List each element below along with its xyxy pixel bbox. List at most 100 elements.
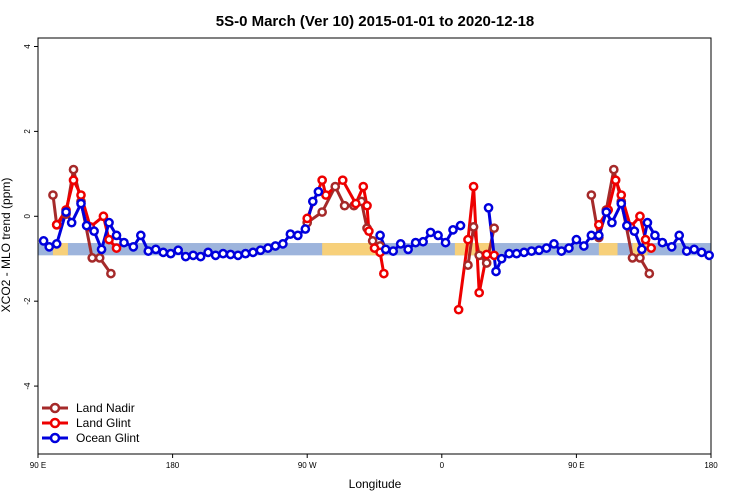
land-glint-point bbox=[616, 190, 627, 200]
legend-marker-ocean-glint bbox=[49, 432, 61, 444]
ocean-glint-point bbox=[66, 217, 77, 228]
ocean-glint-point bbox=[650, 230, 660, 241]
x-tick-label: 90 E bbox=[30, 461, 46, 470]
land-nadir-point bbox=[608, 164, 619, 175]
ocean-glint-point bbox=[496, 253, 507, 264]
ocean-glint-point bbox=[44, 241, 55, 252]
x-tick-label: 180 bbox=[704, 461, 718, 470]
ocean-glint-point bbox=[388, 246, 399, 256]
land-nadir-point bbox=[48, 190, 58, 200]
ocean-glint-point bbox=[96, 244, 107, 255]
ocean-glint-point bbox=[240, 248, 251, 259]
ocean-glint-point bbox=[89, 226, 99, 236]
ocean-glint-point bbox=[607, 217, 617, 228]
land-glint-point bbox=[337, 175, 348, 186]
legend-marker-land-nadir bbox=[49, 402, 61, 414]
ocean-glint-point bbox=[622, 220, 632, 231]
ocean-glint-point bbox=[255, 245, 266, 256]
ocean-glint-point bbox=[173, 245, 184, 256]
land-glint-point bbox=[646, 243, 657, 253]
x-tick-label: 90 E bbox=[568, 461, 584, 470]
ocean-glint-point bbox=[375, 230, 385, 241]
ocean-glint-point bbox=[380, 244, 391, 255]
ocean-glint-point bbox=[666, 241, 677, 252]
land-nadir-point bbox=[463, 260, 473, 270]
land-glint-point bbox=[640, 234, 651, 245]
ocean-glint-point bbox=[135, 230, 146, 241]
land-glint-point bbox=[317, 175, 328, 186]
ocean-glint-point bbox=[483, 202, 494, 213]
y-tick-label: -2 bbox=[23, 297, 32, 305]
ocean-glint-point bbox=[689, 244, 700, 255]
ocean-glint-point bbox=[455, 220, 466, 231]
ocean-glint-point bbox=[104, 217, 114, 228]
land-glint-point bbox=[111, 243, 122, 253]
ocean-glint-point bbox=[111, 230, 122, 241]
land-glint-point bbox=[68, 175, 79, 186]
land-nadir-point bbox=[94, 253, 105, 263]
ocean-glint-point bbox=[586, 230, 597, 241]
ocean-glint-point bbox=[195, 251, 206, 262]
land-band bbox=[322, 243, 379, 256]
ocean-glint-point bbox=[300, 224, 311, 234]
land-glint-point bbox=[104, 234, 114, 245]
ocean-glint-point bbox=[541, 243, 552, 253]
ocean-glint-point bbox=[440, 237, 451, 248]
ocean-glint-point bbox=[433, 230, 443, 241]
land-glint-point bbox=[463, 234, 473, 245]
land-nadir-point bbox=[339, 200, 350, 211]
ocean-glint-point bbox=[601, 207, 612, 217]
legend-label-land-nadir: Land Nadir bbox=[76, 401, 135, 415]
ocean-glint-point bbox=[293, 230, 303, 241]
ocean-glint-point bbox=[188, 250, 199, 261]
ocean-glint-point bbox=[403, 244, 413, 255]
land-glint-point bbox=[51, 219, 62, 230]
ocean-glint-point bbox=[233, 250, 243, 261]
y-tick-label: -4 bbox=[23, 382, 32, 390]
ocean-glint-point bbox=[681, 246, 692, 256]
land-nadir-point bbox=[489, 223, 499, 234]
ocean-glint-point bbox=[564, 243, 574, 253]
y-tick-label: 4 bbox=[23, 44, 32, 49]
ocean-glint-point bbox=[38, 236, 49, 246]
land-nadir-point bbox=[635, 253, 645, 263]
ocean-glint-point bbox=[642, 217, 653, 228]
ocean-glint-point bbox=[636, 244, 647, 255]
ocean-glint-point bbox=[307, 196, 318, 207]
ocean-glint-point bbox=[674, 230, 685, 241]
land-nadir-point bbox=[330, 181, 341, 192]
ocean-glint-point bbox=[491, 266, 501, 277]
ocean-glint-point bbox=[410, 237, 421, 248]
ocean-glint-point bbox=[270, 241, 281, 251]
y-axis-label: XCO2 - MLO trend (ppm) bbox=[0, 178, 13, 313]
y-tick-label: 0 bbox=[23, 214, 32, 219]
ocean-glint-point bbox=[285, 229, 296, 239]
ocean-glint-point bbox=[143, 246, 154, 256]
land-nadir-point bbox=[586, 190, 597, 200]
ocean-glint-point bbox=[549, 239, 559, 249]
ocean-glint-point bbox=[180, 251, 191, 262]
ocean-glint-point bbox=[210, 250, 221, 261]
land-glint-point bbox=[610, 175, 621, 186]
ocean-glint-point bbox=[218, 248, 228, 259]
land-glint-point bbox=[474, 287, 485, 298]
x-tick-label: 90 W bbox=[298, 461, 317, 470]
land-glint-point bbox=[593, 219, 604, 230]
land-glint-point bbox=[635, 211, 645, 222]
land-glint-point bbox=[378, 268, 389, 279]
ocean-glint-point bbox=[158, 247, 169, 258]
land-glint-point bbox=[489, 250, 499, 261]
land-nadir-point bbox=[644, 268, 655, 279]
ocean-glint-point bbox=[696, 247, 707, 258]
ocean-glint-point bbox=[629, 226, 640, 236]
ocean-glint-point bbox=[61, 207, 71, 217]
ocean-glint-point bbox=[225, 249, 236, 260]
ocean-glint-point bbox=[593, 230, 604, 241]
ocean-glint-point bbox=[263, 243, 273, 253]
ocean-glint-point bbox=[511, 248, 522, 259]
ocean-glint-point bbox=[657, 237, 668, 248]
land-glint-point bbox=[358, 181, 369, 192]
ocean-glint-point bbox=[150, 244, 161, 255]
ocean-glint-point bbox=[119, 237, 129, 248]
